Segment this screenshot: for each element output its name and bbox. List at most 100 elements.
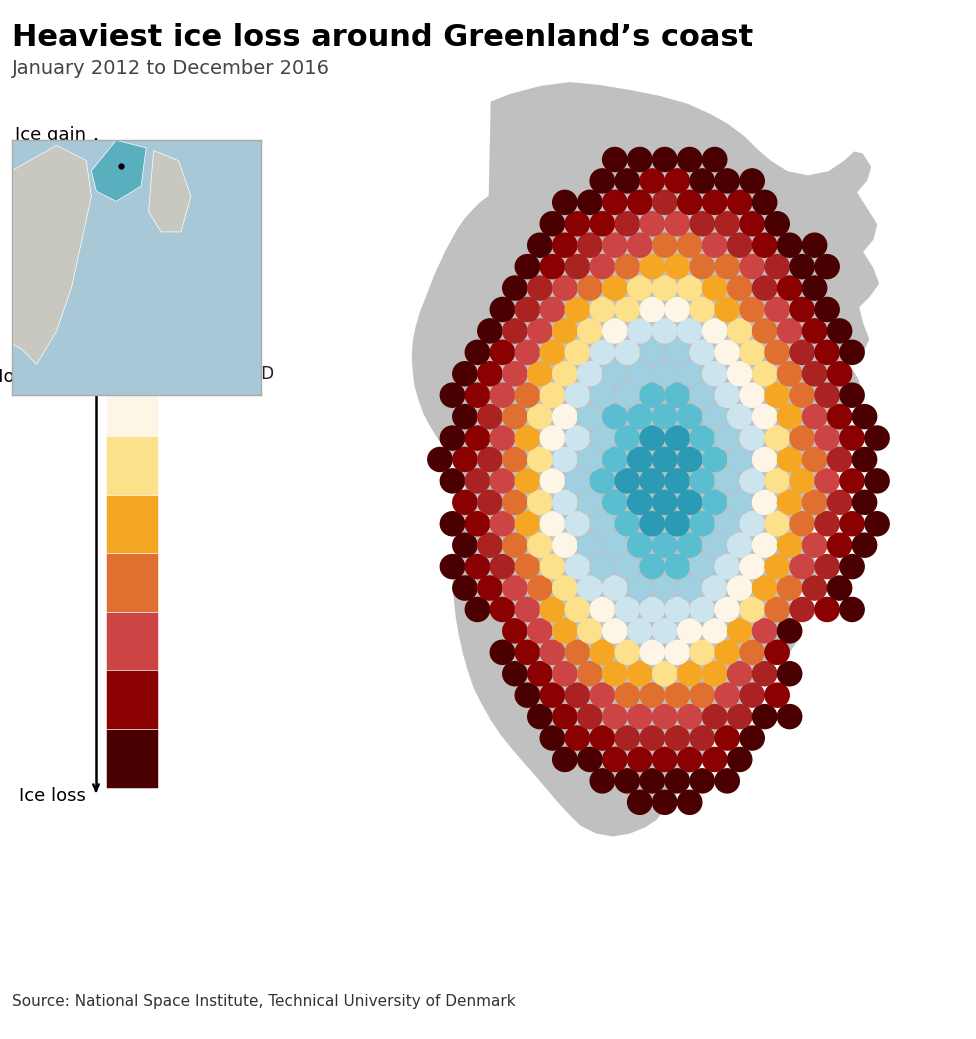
Bar — [106, 377, 158, 436]
Circle shape — [740, 341, 764, 365]
Circle shape — [852, 533, 876, 557]
Circle shape — [690, 212, 714, 236]
Circle shape — [703, 448, 727, 472]
Circle shape — [540, 255, 564, 278]
Circle shape — [552, 619, 577, 643]
Circle shape — [453, 362, 477, 385]
Circle shape — [640, 169, 665, 193]
Circle shape — [490, 469, 514, 492]
Polygon shape — [411, 81, 880, 837]
Circle shape — [802, 448, 827, 472]
Circle shape — [490, 511, 514, 536]
Circle shape — [628, 319, 652, 343]
Circle shape — [590, 683, 615, 708]
Circle shape — [602, 533, 627, 557]
Circle shape — [640, 212, 665, 236]
Circle shape — [628, 190, 652, 214]
Circle shape — [515, 683, 540, 708]
Circle shape — [615, 341, 639, 365]
Circle shape — [615, 169, 639, 193]
Circle shape — [515, 511, 540, 536]
Circle shape — [740, 426, 764, 450]
Text: BBC: BBC — [885, 991, 932, 1012]
Circle shape — [552, 747, 577, 772]
Circle shape — [765, 383, 790, 407]
Circle shape — [865, 469, 889, 492]
Circle shape — [490, 341, 514, 365]
Circle shape — [802, 233, 827, 258]
Circle shape — [540, 555, 564, 579]
Circle shape — [715, 212, 739, 236]
Circle shape — [677, 662, 702, 686]
Bar — [106, 142, 158, 202]
Circle shape — [677, 190, 702, 214]
Circle shape — [628, 704, 652, 728]
Circle shape — [727, 662, 752, 686]
Circle shape — [665, 511, 689, 536]
Circle shape — [540, 297, 564, 321]
Circle shape — [578, 404, 602, 429]
Circle shape — [690, 255, 714, 278]
Circle shape — [615, 511, 639, 536]
Circle shape — [740, 511, 764, 536]
Circle shape — [590, 297, 615, 321]
Circle shape — [628, 791, 652, 815]
Circle shape — [602, 190, 627, 214]
Circle shape — [528, 704, 552, 728]
Circle shape — [778, 276, 801, 300]
Circle shape — [727, 404, 752, 429]
Circle shape — [677, 791, 702, 815]
Circle shape — [790, 255, 814, 278]
Circle shape — [778, 662, 801, 686]
Circle shape — [840, 469, 864, 492]
Circle shape — [466, 597, 490, 621]
Circle shape — [752, 362, 777, 385]
Circle shape — [590, 169, 615, 193]
Circle shape — [602, 319, 627, 343]
Circle shape — [453, 404, 477, 429]
Circle shape — [653, 490, 677, 514]
Circle shape — [578, 276, 602, 300]
Circle shape — [515, 555, 540, 579]
Circle shape — [765, 555, 790, 579]
Circle shape — [628, 233, 652, 258]
Text: No change: No change — [0, 368, 86, 387]
Circle shape — [466, 555, 490, 579]
Circle shape — [602, 662, 627, 686]
Circle shape — [515, 426, 540, 450]
Circle shape — [715, 297, 739, 321]
Circle shape — [715, 597, 739, 621]
Circle shape — [565, 212, 590, 236]
Circle shape — [515, 383, 540, 407]
Circle shape — [653, 619, 677, 643]
Circle shape — [703, 662, 727, 686]
Circle shape — [765, 640, 790, 664]
Circle shape — [565, 640, 590, 664]
Bar — [106, 612, 158, 670]
Circle shape — [477, 362, 502, 385]
Circle shape — [628, 276, 652, 300]
Circle shape — [528, 662, 552, 686]
Circle shape — [628, 404, 652, 429]
Circle shape — [715, 683, 739, 708]
Text: GREENLAND: GREENLAND — [170, 365, 274, 383]
Circle shape — [640, 555, 665, 579]
Circle shape — [778, 404, 801, 429]
Circle shape — [677, 276, 702, 300]
Circle shape — [602, 404, 627, 429]
Circle shape — [578, 576, 602, 601]
Circle shape — [453, 490, 477, 514]
Circle shape — [453, 533, 477, 557]
Circle shape — [578, 619, 602, 643]
Circle shape — [640, 297, 665, 321]
Circle shape — [665, 769, 689, 793]
Circle shape — [552, 190, 577, 214]
Circle shape — [528, 362, 552, 385]
Circle shape — [477, 490, 502, 514]
Circle shape — [802, 576, 827, 601]
Circle shape — [828, 533, 852, 557]
Circle shape — [552, 533, 577, 557]
Circle shape — [602, 276, 627, 300]
Circle shape — [778, 490, 801, 514]
Circle shape — [715, 726, 739, 750]
